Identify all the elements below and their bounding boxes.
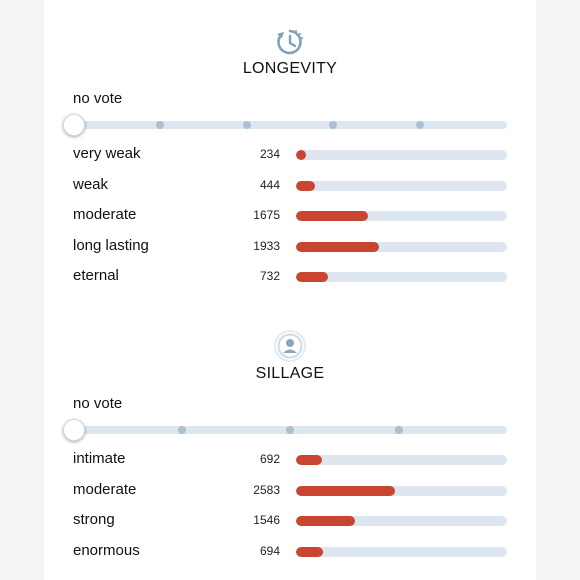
vote-count: 234 xyxy=(259,147,280,161)
vote-bar xyxy=(296,485,507,496)
slider-step-dot[interactable] xyxy=(177,426,186,434)
option-label: moderate xyxy=(73,480,137,498)
section-title: LONGEVITY xyxy=(242,60,338,77)
vote-bar-fill xyxy=(296,485,395,496)
rating-option-row: eternal 732 xyxy=(44,262,536,292)
vote-bar-fill xyxy=(296,272,328,282)
rating-option-row: moderate 1675 xyxy=(44,201,536,231)
vote-count: 444 xyxy=(259,177,280,192)
option-label: weak xyxy=(73,175,109,193)
option-label: moderate xyxy=(73,206,137,223)
option-label: enormous xyxy=(73,541,140,559)
slider-step-dot[interactable] xyxy=(329,121,338,129)
vote-bar xyxy=(296,211,507,221)
rating-option-row: long lasting 1933 xyxy=(44,232,536,262)
clock-arrow-icon xyxy=(272,24,308,60)
slider-step-dot[interactable] xyxy=(155,121,164,129)
option-label: long lasting xyxy=(73,236,149,254)
vote-count: 1933 xyxy=(253,238,280,253)
vote-bar-fill xyxy=(296,516,356,526)
rating-option-row: weak 444 xyxy=(44,171,536,201)
vote-bar-fill xyxy=(296,546,323,557)
rating-option-row: moderate 2583 xyxy=(44,476,536,506)
rating-option-row: enormous 694 xyxy=(44,537,536,567)
vote-bar-fill xyxy=(296,455,323,465)
slider-step-dot[interactable] xyxy=(416,121,425,129)
vote-status-label: no vote xyxy=(73,90,123,107)
vote-bar xyxy=(296,455,507,465)
option-label: eternal xyxy=(73,267,119,284)
vote-bar xyxy=(296,241,507,252)
vote-bar xyxy=(296,150,507,160)
rating-card: LONGEVITY no vote very weak 234 weak 444 mod… xyxy=(44,0,536,580)
rating-option-row: intimate 692 xyxy=(44,445,536,475)
vote-count: 1675 xyxy=(253,208,280,222)
sillage-vote-slider[interactable] xyxy=(63,419,507,441)
slider-step-dot[interactable] xyxy=(286,426,294,434)
vote-bar-fill xyxy=(296,211,369,221)
option-label: strong xyxy=(73,511,115,528)
vote-bar xyxy=(296,180,507,191)
vote-status-label: no vote xyxy=(73,395,123,412)
option-label: very weak xyxy=(73,145,141,162)
vote-bar-fill xyxy=(296,150,307,160)
person-radiating-icon xyxy=(272,328,308,364)
vote-bar-fill xyxy=(296,180,316,191)
slider-step-dot[interactable] xyxy=(394,426,403,434)
vote-bar xyxy=(296,272,507,282)
vote-count: 732 xyxy=(259,269,280,283)
option-label: intimate xyxy=(73,450,126,467)
slider-track[interactable] xyxy=(73,121,507,129)
slider-thumb[interactable] xyxy=(63,114,85,136)
vote-count: 2583 xyxy=(253,482,280,497)
vote-bar-fill xyxy=(296,241,380,252)
vote-bar xyxy=(296,516,507,526)
vote-count: 694 xyxy=(259,543,280,558)
rating-option-row: very weak 234 xyxy=(44,140,536,170)
section-title: SILLAGE xyxy=(255,365,325,382)
slider-step-dot[interactable] xyxy=(242,121,251,129)
vote-bar xyxy=(296,546,507,557)
rating-option-row: strong 1546 xyxy=(44,506,536,536)
vote-count: 1546 xyxy=(253,513,280,527)
longevity-vote-slider[interactable] xyxy=(63,114,507,136)
vote-count: 692 xyxy=(259,452,280,466)
slider-thumb[interactable] xyxy=(63,419,85,441)
